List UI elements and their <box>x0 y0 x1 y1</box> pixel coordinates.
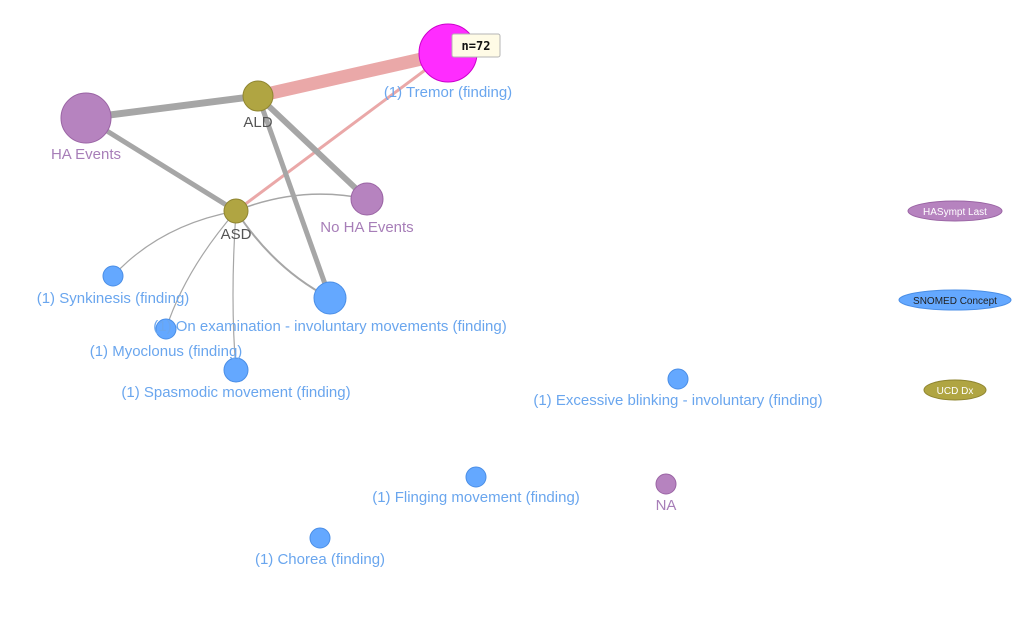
legend-snomed[interactable]: SNOMED Concept <box>898 289 1012 311</box>
label-synkinesis: (1) Synkinesis (finding) <box>37 290 190 307</box>
legend-ucd[interactable]: UCD Dx <box>923 379 987 401</box>
nodes <box>60 23 689 549</box>
label-spasmodic: (1) Spasmodic movement (finding) <box>121 384 350 401</box>
node-flinging[interactable] <box>465 466 487 488</box>
node-blinking[interactable] <box>667 368 689 390</box>
node-ald[interactable] <box>242 80 274 112</box>
label-asd: ASD <box>221 226 252 243</box>
edge-ald-on-exam[interactable] <box>255 95 333 299</box>
node-on-exam[interactable] <box>313 281 347 315</box>
node-ha-events[interactable] <box>60 92 112 144</box>
edges <box>84 46 450 371</box>
legend-ucd-label: UCD Dx <box>937 386 974 397</box>
label-myoclonus: (1) Myoclonus (finding) <box>90 343 243 360</box>
edge-asd-tremor[interactable] <box>235 51 449 213</box>
legend-snomed-label: SNOMED Concept <box>913 296 997 307</box>
labels: (1) Tremor (finding) HA Events ALD No HA… <box>37 84 823 568</box>
node-asd[interactable] <box>223 198 249 224</box>
label-chorea: (1) Chorea (finding) <box>255 551 385 568</box>
node-spasmodic[interactable] <box>223 357 249 383</box>
edge-ald-tremor[interactable] <box>256 46 450 103</box>
tooltip: n=72 <box>451 33 501 58</box>
node-chorea[interactable] <box>309 527 331 549</box>
label-blinking: (1) Excessive blinking - involuntary (fi… <box>533 392 822 409</box>
label-on-exam: (1) On examination - involuntary movemen… <box>153 318 506 335</box>
label-na: NA <box>656 497 677 514</box>
tooltip-text: n=72 <box>462 39 491 53</box>
node-na[interactable] <box>655 473 677 495</box>
edge-asd-spasmodic[interactable] <box>232 210 237 371</box>
node-myoclonus[interactable] <box>155 318 177 340</box>
label-flinging: (1) Flinging movement (finding) <box>372 489 580 506</box>
edge-ha-events-asd[interactable] <box>84 115 238 214</box>
edge-asd-myoclonus[interactable] <box>165 210 237 330</box>
edge-ald-no-ha-events[interactable] <box>255 93 370 202</box>
label-ha-events: HA Events <box>51 146 121 163</box>
node-synkinesis[interactable] <box>102 265 124 287</box>
edge-asd-synkinesis[interactable] <box>112 210 237 277</box>
label-no-ha-events: No HA Events <box>320 219 413 236</box>
legend-hasympt-label: HASympt Last <box>923 207 987 218</box>
label-tremor: (1) Tremor (finding) <box>384 84 512 101</box>
label-ald: ALD <box>243 114 272 131</box>
edge-ha-events-ald[interactable] <box>85 92 259 122</box>
legend-hasympt[interactable]: HASympt Last <box>907 200 1003 222</box>
node-no-ha-events[interactable] <box>350 182 384 216</box>
legend: HASympt Last SNOMED Concept UCD Dx <box>898 200 1012 401</box>
